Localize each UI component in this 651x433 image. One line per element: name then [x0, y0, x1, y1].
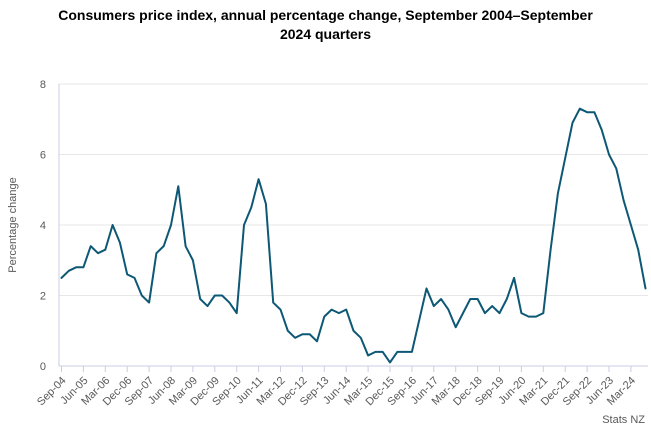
cpi-data-line [60, 107, 647, 364]
y-tick-label: 8 [40, 79, 46, 91]
y-tick-label: 6 [40, 150, 46, 162]
y-tick-label: 4 [40, 220, 46, 232]
chart-title: Consumers price index, annual percentage… [58, 7, 593, 42]
y-tick-label: 2 [40, 291, 46, 303]
y-axis-title: Percentage change [7, 177, 19, 272]
source-label: Stats NZ [602, 414, 645, 426]
y-tick-label: 0 [40, 361, 46, 373]
